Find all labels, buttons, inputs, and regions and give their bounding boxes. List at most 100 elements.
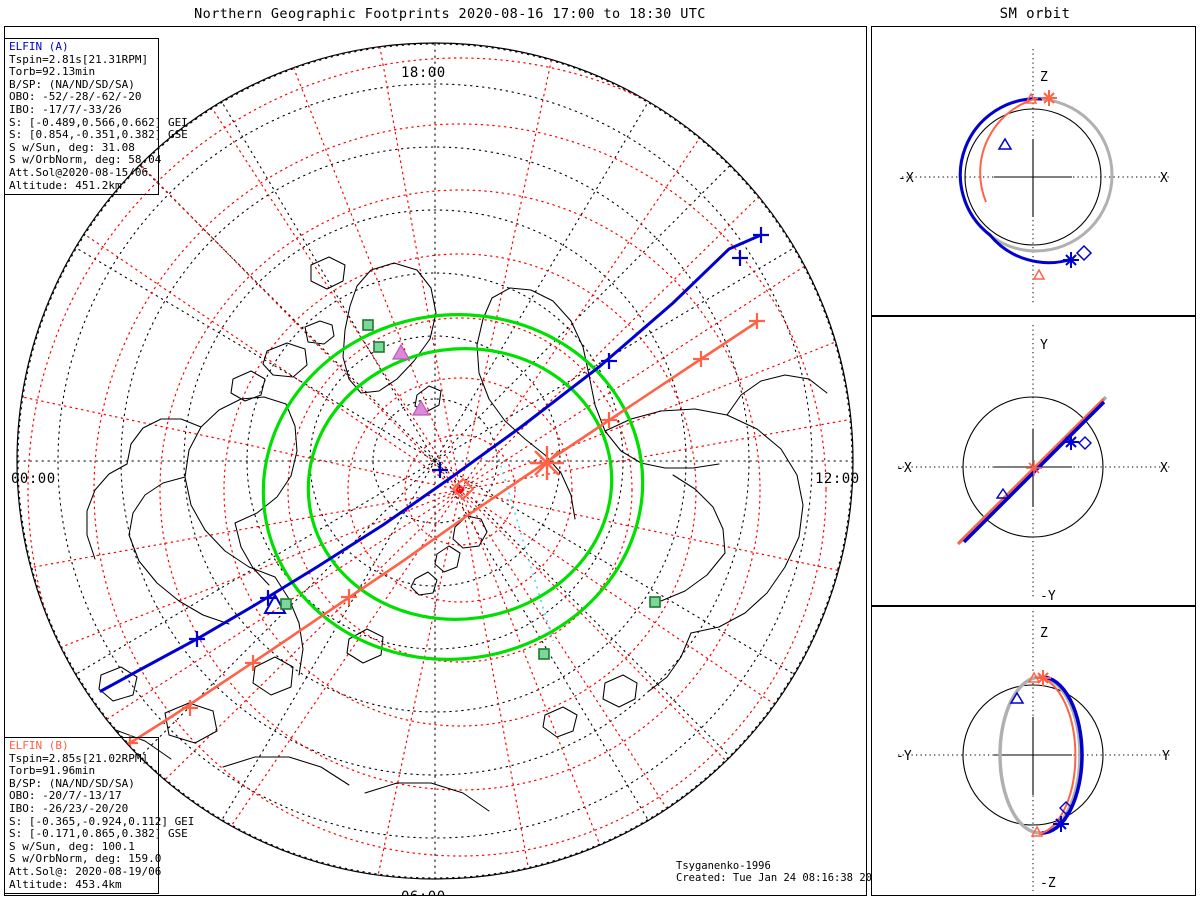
elfin-b-line-5: S: [-0.365,-0.924,0.112] GEI (9, 814, 195, 828)
tick-mark (245, 655, 261, 671)
elfin-a-line-4: IBO: -17/7/-33/26 (9, 102, 122, 116)
elfin-b-line-10: Altitude: 453.4km (9, 877, 122, 891)
elfin-b-orbit-arc (979, 97, 1039, 203)
tick-mark (601, 412, 617, 428)
auroral-oval-outer (261, 313, 645, 661)
elfin-b-line-2: B/SP: (NA/ND/SD/SA) (9, 776, 135, 790)
center-time-triangle (1030, 825, 1044, 837)
tick-mark (693, 351, 709, 367)
end-time-asterisk (1053, 816, 1069, 832)
marker-group (995, 434, 1092, 499)
start-time-diamond (1075, 244, 1093, 262)
tick-mark (432, 462, 448, 478)
axis-label-x-negative: -X (896, 461, 912, 476)
axis-label-z-positive: Z (1040, 70, 1048, 85)
center-time-triangle (1009, 691, 1025, 704)
tick-mark (732, 250, 748, 266)
vlf-square (538, 648, 550, 660)
end-time-asterisk (1026, 460, 1042, 476)
credits-block: Tsyganenko-1996 Created: Tue Jan 24 08:1… (676, 860, 885, 884)
sm-yz-svg: Z -Z -Y Y (896, 611, 1172, 891)
earth-circle (964, 108, 1102, 246)
end-time-asterisk (1035, 670, 1051, 686)
elfin-a-line-3: OBO: -52/-28/-62/-20 (9, 90, 142, 104)
axis-label-z-positive: Z (1040, 626, 1048, 641)
center-time-triangle (997, 137, 1013, 150)
elfin-a-header: ELFIN (A) (9, 40, 69, 53)
elfin-a-line-6: S: [0.854,-0.351,0.382] GSE (9, 128, 188, 142)
eiscat-triangle (411, 399, 431, 416)
start-time-diamond (1078, 436, 1092, 450)
elfin-b-line-1: Torb=91.96min (9, 764, 96, 778)
clock-label-left: 00:00 (11, 471, 56, 487)
elfin-b-line-3: OBO: -20/7/-13/17 (9, 789, 122, 803)
elfin-a-info-panel: ELFIN (A) Tspin=2.81s[21.31RPM] Torb=92.… (4, 38, 188, 196)
elfin-a-line-7: S w/Sun, deg: 31.08 (9, 140, 135, 154)
axis-label-y-negative: -Y (1040, 589, 1056, 604)
marker-group (997, 90, 1093, 280)
vlf-square (280, 598, 292, 610)
elfin-a-line-9: Att.Sol@2020-08-15/06 (9, 165, 149, 179)
earth-circle (962, 684, 1104, 826)
elfin-a-line-1: Torb=92.13min (9, 65, 96, 79)
view-center-triangle (263, 592, 287, 614)
center-time-triangle (995, 487, 1011, 499)
axis-label-y-positive: Y (1162, 749, 1170, 764)
elfin-a-track (99, 227, 769, 693)
end-time-asterisk (1041, 90, 1057, 106)
globe-outline (16, 42, 854, 880)
axis-label-x-positive: X (1160, 171, 1168, 186)
elfin-a-line-8: S w/OrbNorm, deg: 58.04 (9, 153, 162, 167)
end-time-asterisk (530, 446, 564, 480)
axis-label-z-negative: -Z (1040, 876, 1056, 891)
tick-mark (753, 227, 769, 243)
eiscat-stations (391, 343, 431, 416)
page-title: Northern Geographic Footprints 2020-08-1… (194, 6, 706, 22)
earth-circle (962, 396, 1104, 538)
tick-mark (749, 313, 765, 329)
elfin-a-line-0: Tspin=2.81s[21.31RPM] (9, 52, 149, 66)
sm-xz-svg: Z -Z -X X (898, 49, 1172, 303)
clock-label-right: 12:00 (815, 471, 860, 487)
elfin-b-track (122, 313, 765, 751)
axis-label-x-negative: -X (898, 171, 914, 186)
model-name: Tsyganenko-1996 (676, 860, 771, 872)
elfin-b-header: ELFIN (B) (9, 739, 69, 752)
start-time-diamond (451, 477, 475, 501)
elfin-a-orbit-arc (958, 97, 1073, 265)
sm-orbit-panel-xz[interactable]: Z -Z -X X (871, 26, 1196, 316)
northern-footprint-map[interactable]: 18:00 12:00 06:00 00:00 (4, 26, 867, 896)
elfin-b-line-0: Tspin=2.85s[21.02RPM] (9, 751, 149, 765)
tick-mark (182, 700, 198, 716)
tick-mark (341, 589, 357, 605)
marker-group (1009, 670, 1073, 837)
sm-xy-svg: Y -Y -X X (896, 325, 1172, 604)
eiscat-triangle (391, 343, 411, 360)
end-time-asterisk (1063, 252, 1079, 268)
auroral-oval-inner (306, 347, 614, 621)
center-time-triangle (1024, 92, 1038, 104)
elfin-a-line-2: B/SP: (NA/ND/SD/SA) (9, 77, 135, 91)
vlf-square (373, 341, 385, 353)
elfin-a-line-10: Altitude: 451.2km (9, 178, 122, 192)
clock-label-bottom: 06:00 (401, 889, 446, 895)
end-time-asterisk (1063, 434, 1079, 450)
sm-orbit-title: SM orbit (999, 6, 1071, 22)
vlf-square (649, 596, 661, 608)
start-time-diamond (1059, 801, 1073, 815)
elfin-a-line-5: S: [-0.489,0.566,0.662] GEI (9, 115, 188, 129)
sm-orbit-panel-yz[interactable]: Z -Z -Y Y (871, 606, 1196, 896)
axis-label-x-positive: X (1160, 461, 1168, 476)
elfin-b-line-4: IBO: -26/23/-20/20 (9, 801, 129, 815)
elfin-b-line-6: S: [-0.171,0.865,0.382] GSE (9, 827, 188, 841)
clock-label-top: 18:00 (401, 65, 446, 81)
elfin-b-info-panel: ELFIN (B) Tspin=2.85s[21.02RPM] Torb=91.… (4, 737, 195, 895)
created-timestamp: Created: Tue Jan 24 08:16:38 2023 (676, 872, 885, 884)
axis-label-y-positive: Y (1040, 338, 1048, 353)
elfin-b-line-9: Att.Sol@: 2020-08-19/06 (9, 864, 162, 878)
elfin-b-line-8: S w/OrbNorm, deg: 159.0 (9, 852, 162, 866)
center-time-triangle (1032, 268, 1046, 280)
sm-orbit-panel-xy[interactable]: Y -Y -X X (871, 316, 1196, 606)
axis-label-y-negative: -Y (896, 749, 912, 764)
